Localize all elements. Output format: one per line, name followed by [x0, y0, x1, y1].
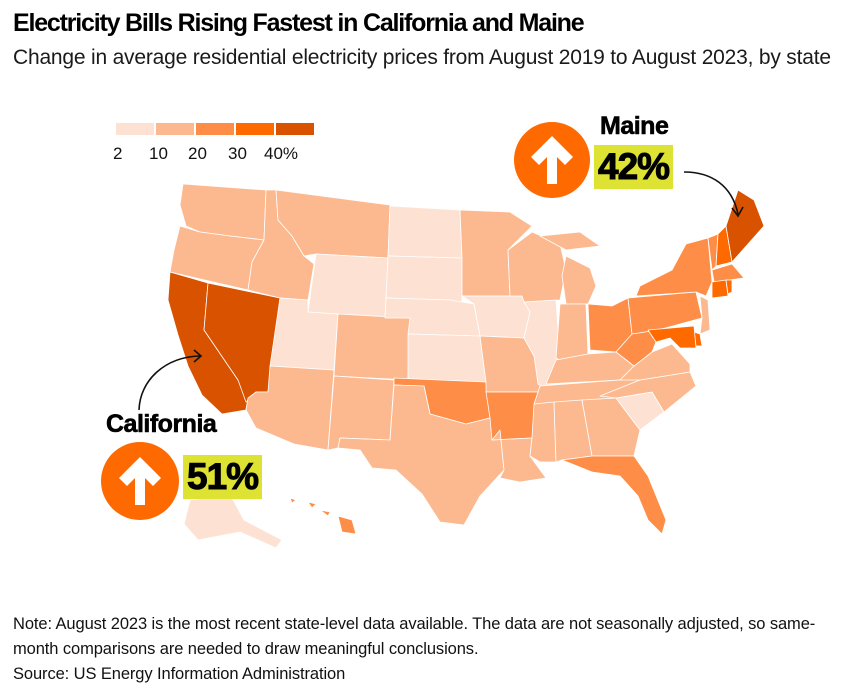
- legend-swatch-bin-4: [276, 123, 314, 135]
- state-ri: [725, 279, 733, 295]
- callout-arrows: [138, 171, 744, 411]
- legend-label-10: 10: [149, 144, 168, 163]
- state-sd: [385, 255, 463, 305]
- legend-swatches: [116, 123, 314, 135]
- maine-label: Maine: [600, 112, 669, 141]
- states-layer: [167, 183, 765, 549]
- state-ct: [711, 279, 729, 299]
- footer: Note: August 2023 is the most recent sta…: [13, 612, 838, 687]
- legend-swatch-bin-1: [156, 123, 194, 135]
- legend-label-2: 2: [113, 144, 123, 163]
- up-arrow-icon: [119, 457, 161, 505]
- footer-note: Note: August 2023 is the most recent sta…: [13, 615, 816, 658]
- state-ga: [581, 397, 641, 457]
- chart-subtitle: Change in average residential electricit…: [13, 46, 831, 69]
- legend-swatch-bin-2: [196, 123, 234, 135]
- legend-swatch-bin-3: [236, 123, 274, 135]
- legend-labels: 2 10 20 30 40%: [113, 144, 314, 166]
- state-nj: [699, 295, 711, 335]
- maine-arrowhead: [731, 206, 744, 218]
- state-md: [647, 325, 697, 349]
- state-ma: [711, 263, 745, 283]
- state-ny: [635, 237, 713, 297]
- california-label: California: [106, 410, 217, 439]
- state-ms: [529, 401, 557, 463]
- state-hi: [289, 497, 357, 535]
- legend-label-20: 20: [188, 144, 207, 163]
- california-callout-arrow: [138, 355, 201, 411]
- state-nd: [387, 205, 463, 259]
- legend: 2 10 20 30 40%: [113, 123, 314, 166]
- legend-label-30: 30: [228, 144, 247, 163]
- state-wy: [307, 253, 389, 319]
- chart-title: Electricity Bills Rising Fastest in Cali…: [13, 9, 585, 37]
- state-co: [333, 313, 411, 381]
- us-choropleth-map: [138, 171, 765, 549]
- maine-value-badge: 42%: [594, 145, 674, 189]
- legend-label-40: 40%: [264, 144, 299, 163]
- footer-source: Source: US Energy Information Administra…: [13, 665, 346, 683]
- state-ks: [407, 333, 487, 383]
- state-tx: [337, 384, 505, 526]
- maine-up-circle: [514, 122, 590, 198]
- state-fl: [561, 455, 667, 535]
- state-ar: [485, 391, 539, 441]
- california-up-circle: [101, 442, 179, 520]
- up-arrow-icon: [531, 136, 573, 184]
- california-value-badge: 51%: [183, 455, 263, 499]
- state-ak: [183, 493, 283, 549]
- california-arrowhead: [193, 349, 203, 363]
- state-il: [523, 299, 561, 391]
- legend-swatch-bin-0: [116, 123, 154, 135]
- state-me: [725, 189, 765, 263]
- maine-callout-arrow: [683, 171, 739, 215]
